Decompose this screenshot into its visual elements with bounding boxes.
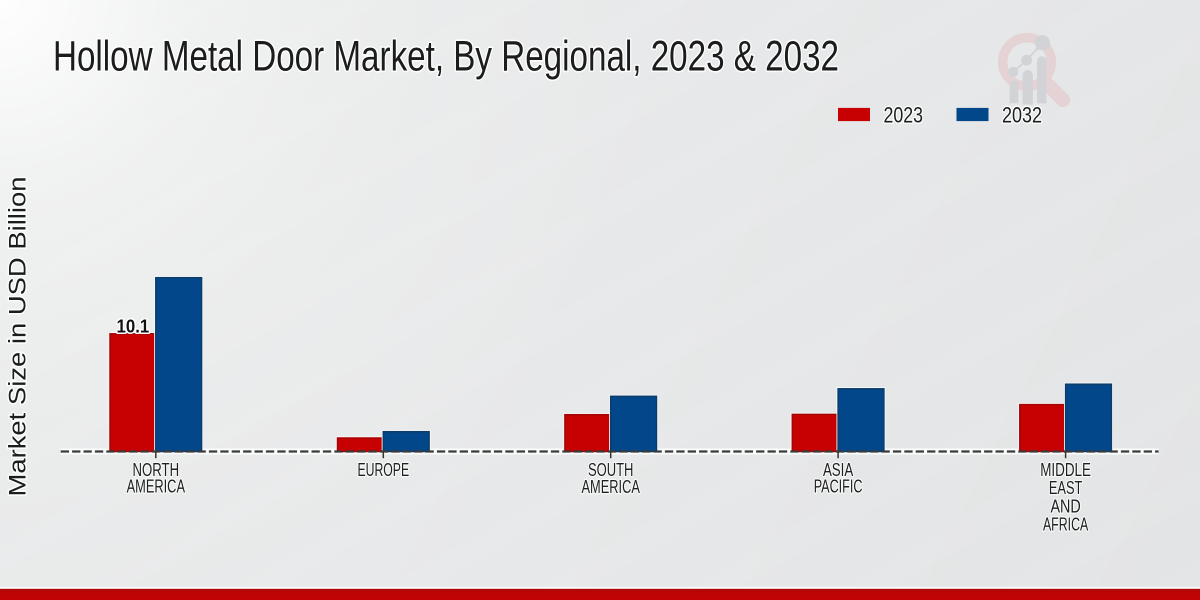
svg-text:Market Size in USD Billion: Market Size in USD Billion (4, 177, 31, 497)
svg-text:2032: 2032 (1002, 102, 1042, 127)
svg-text:AMERICA: AMERICA (582, 477, 641, 497)
svg-text:AND: AND (1050, 496, 1080, 516)
svg-text:NORTH: NORTH (133, 460, 180, 480)
svg-text:EAST: EAST (1049, 478, 1083, 498)
svg-text:AFRICA: AFRICA (1043, 515, 1089, 535)
svg-text:ASIA: ASIA (823, 460, 854, 480)
svg-text:Hollow Metal Door Market, By R: Hollow Metal Door Market, By Regional, 2… (53, 32, 839, 80)
svg-text:10.1: 10.1 (117, 316, 150, 337)
svg-text:MIDDLE: MIDDLE (1040, 460, 1091, 480)
svg-text:2023: 2023 (884, 102, 924, 127)
svg-text:PACIFIC: PACIFIC (814, 476, 863, 496)
svg-text:EUROPE: EUROPE (357, 460, 409, 480)
svg-text:SOUTH: SOUTH (588, 460, 634, 480)
svg-text:AMERICA: AMERICA (127, 477, 186, 497)
